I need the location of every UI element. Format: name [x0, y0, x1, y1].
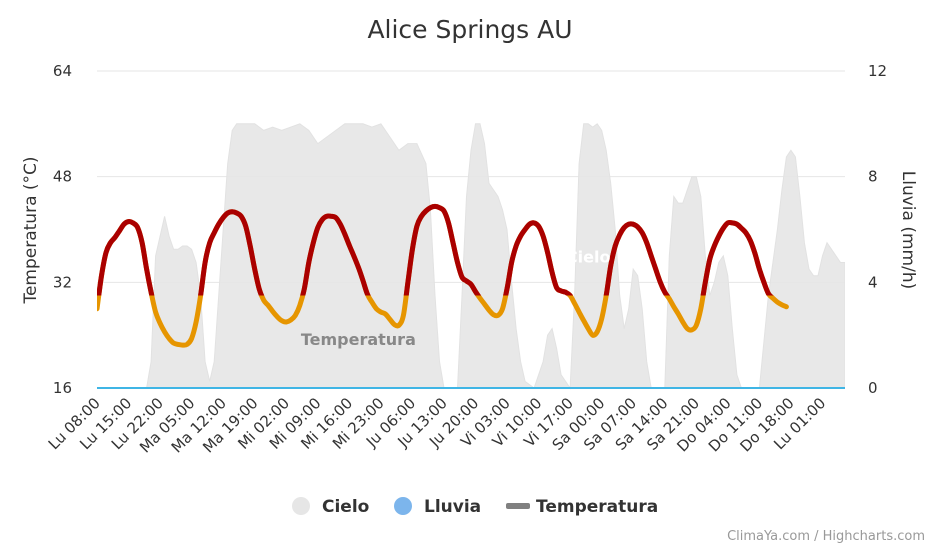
series-label-cielo: Cielo [566, 248, 611, 267]
legend-item-lluvia[interactable]: Lluvia [394, 497, 481, 517]
y-axis-left-ticks: 16 32 48 64 [53, 62, 72, 397]
cielo-series [97, 123, 845, 390]
legend-label-cielo: Cielo [322, 497, 369, 517]
legend-label-temperatura: Temperatura [536, 497, 658, 517]
legend-item-cielo[interactable]: Cielo [292, 497, 369, 517]
chart-title: Alice Springs AU [367, 15, 572, 44]
legend-label-lluvia: Lluvia [424, 497, 481, 517]
y-axis-left-title: Temperatura (°C) [21, 156, 41, 304]
y-right-tick-label-1: 4 [868, 273, 878, 291]
y-axis-right-title: Lluvia (mm/h) [898, 171, 918, 289]
legend-symbol-temperatura [506, 503, 530, 509]
legend-symbol-cielo [292, 497, 310, 515]
cielo-area [97, 123, 845, 390]
y-right-tick-label-2: 8 [868, 168, 878, 186]
y-right-tick-label-0: 0 [868, 379, 878, 397]
y-left-tick-label-0: 16 [53, 379, 72, 397]
legend: Cielo Lluvia Temperatura [292, 497, 658, 517]
y-left-tick-label-3: 64 [53, 62, 72, 80]
y-axis-right-ticks: 0 4 8 12 [868, 62, 887, 397]
legend-symbol-lluvia [394, 497, 412, 515]
y-left-tick-label-2: 48 [53, 168, 72, 186]
temperatura-series [97, 203, 789, 348]
credits[interactable]: ClimaYa.com / Highcharts.com [727, 529, 925, 544]
series-label-temperatura: Temperatura [301, 330, 416, 349]
y-right-tick-label-3: 12 [868, 62, 887, 80]
y-left-tick-label-1: 32 [53, 273, 72, 291]
series-labels: Cielo Temperatura [301, 248, 611, 350]
legend-item-temperatura[interactable]: Temperatura [506, 497, 658, 517]
temperatura-line-hot [97, 203, 774, 296]
